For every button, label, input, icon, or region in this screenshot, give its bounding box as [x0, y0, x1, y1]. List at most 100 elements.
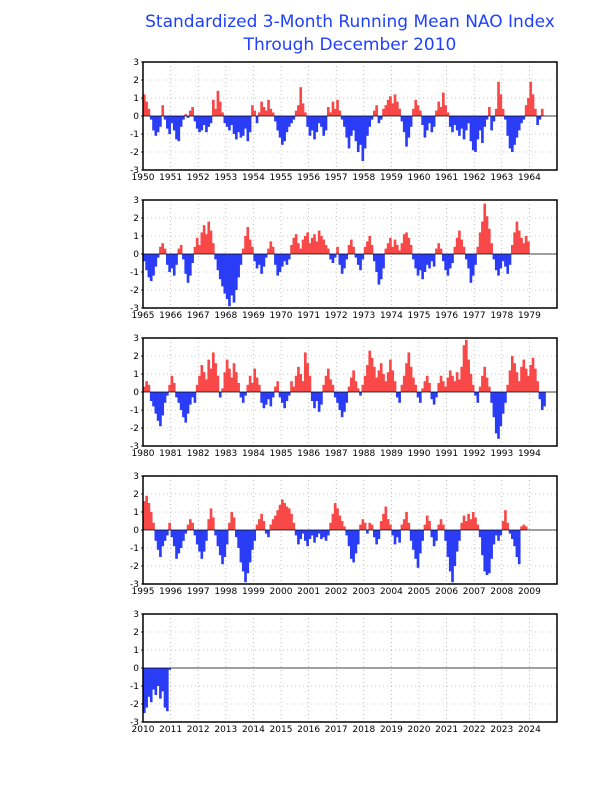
- nao-bar: [262, 254, 266, 267]
- nao-bar: [218, 254, 222, 280]
- nao-bar: [267, 530, 270, 538]
- x-tick-label: 2001: [297, 587, 320, 597]
- nao-bar: [251, 246, 254, 254]
- nao-bar: [306, 232, 309, 254]
- nao-bar: [340, 254, 344, 274]
- x-tick-label: 1961: [435, 173, 458, 183]
- nao-bar: [465, 116, 468, 131]
- nao-bar: [317, 230, 321, 254]
- nao-bar: [159, 668, 162, 699]
- x-tick-label: 2015: [270, 725, 293, 735]
- x-tick-label: 2023: [490, 725, 513, 735]
- nao-bar: [508, 116, 512, 149]
- nao-bar: [274, 116, 277, 122]
- nao-bar: [474, 517, 477, 530]
- nao-bar: [398, 530, 401, 543]
- nao-bar: [414, 384, 418, 392]
- chart-title: Standardized 3-Month Running Mean NAO In…: [145, 12, 555, 32]
- nao-bar: [202, 372, 206, 392]
- nao-bar: [402, 234, 406, 254]
- nao-bar: [191, 392, 194, 398]
- nao-bar: [241, 248, 245, 254]
- nao-bar: [276, 510, 280, 530]
- nao-bar: [225, 254, 229, 299]
- y-tick-label: 0: [133, 388, 139, 398]
- nao-bar: [301, 103, 305, 116]
- nao-bar: [193, 392, 197, 403]
- y-tick-label: 2: [133, 76, 139, 86]
- nao-bar: [239, 116, 243, 138]
- nao-bar: [297, 243, 300, 254]
- nao-bar: [193, 246, 197, 254]
- nao-bar: [168, 522, 171, 530]
- nao-bar: [359, 254, 362, 271]
- nao-bar: [313, 392, 316, 409]
- y-tick-label: 3: [133, 610, 139, 620]
- nao-bar: [264, 530, 268, 534]
- nao-bar: [168, 116, 171, 134]
- nao-bar: [168, 668, 171, 670]
- nao-bar: [287, 116, 291, 127]
- nao-bar: [246, 227, 250, 254]
- nao-bar: [214, 363, 217, 392]
- nao-bar: [419, 392, 422, 403]
- nao-bar: [212, 99, 215, 116]
- nao-bar: [320, 116, 323, 127]
- nao-bar: [161, 105, 165, 116]
- x-tick-label: 1951: [159, 173, 182, 183]
- nao-bar: [248, 375, 252, 392]
- nao-bar: [448, 530, 452, 572]
- nao-bar: [216, 375, 220, 392]
- x-tick-label: 1976: [435, 311, 458, 321]
- x-tick-label: 1994: [518, 449, 541, 459]
- nao-bar: [354, 116, 358, 142]
- nao-bar: [446, 377, 450, 392]
- nao-bar: [200, 530, 204, 559]
- nao-bar: [306, 363, 309, 392]
- x-tick-label: 1952: [187, 173, 210, 183]
- nao-bar: [276, 254, 280, 276]
- nao-bar: [347, 245, 351, 254]
- nao-bar: [317, 392, 321, 412]
- nao-bar: [322, 239, 326, 254]
- nao-bar: [481, 116, 484, 143]
- nao-bar: [379, 363, 383, 392]
- nao-bar: [347, 116, 351, 149]
- nao-bar: [506, 522, 510, 530]
- nao-bar: [278, 116, 282, 138]
- nao-bar: [511, 530, 514, 539]
- nao-bar: [299, 374, 303, 392]
- nao-bar: [405, 232, 408, 254]
- nao-bar: [515, 116, 519, 138]
- nao-bar: [301, 381, 305, 392]
- nao-bar: [290, 116, 293, 124]
- nao-bar: [145, 668, 148, 708]
- y-tick-label: -1: [130, 544, 139, 554]
- nao-bar: [368, 522, 372, 530]
- nao-bar: [368, 350, 372, 392]
- nao-bar: [156, 668, 160, 686]
- x-tick-label: 1996: [159, 587, 182, 597]
- nao-bar: [191, 107, 194, 116]
- x-tick-label: 1950: [132, 173, 155, 183]
- nao-bar: [333, 254, 337, 258]
- nao-bar: [347, 530, 351, 547]
- nao-bar: [246, 116, 250, 142]
- nao-bar: [428, 521, 431, 530]
- nao-bar: [400, 116, 404, 122]
- nao-bar: [235, 116, 238, 140]
- nao-bar: [310, 116, 314, 131]
- nao-bar: [446, 254, 450, 276]
- nao-bar: [469, 519, 473, 530]
- nao-bar: [442, 92, 445, 116]
- nao-bar: [492, 392, 496, 418]
- nao-bar: [361, 116, 365, 161]
- nao-bar: [448, 254, 452, 269]
- x-tick-label: 2005: [408, 587, 431, 597]
- y-tick-label: 0: [133, 250, 139, 260]
- y-tick-label: 1: [133, 94, 139, 104]
- nao-bar: [465, 521, 468, 530]
- nao-bar: [391, 370, 395, 392]
- nao-bar: [221, 530, 224, 565]
